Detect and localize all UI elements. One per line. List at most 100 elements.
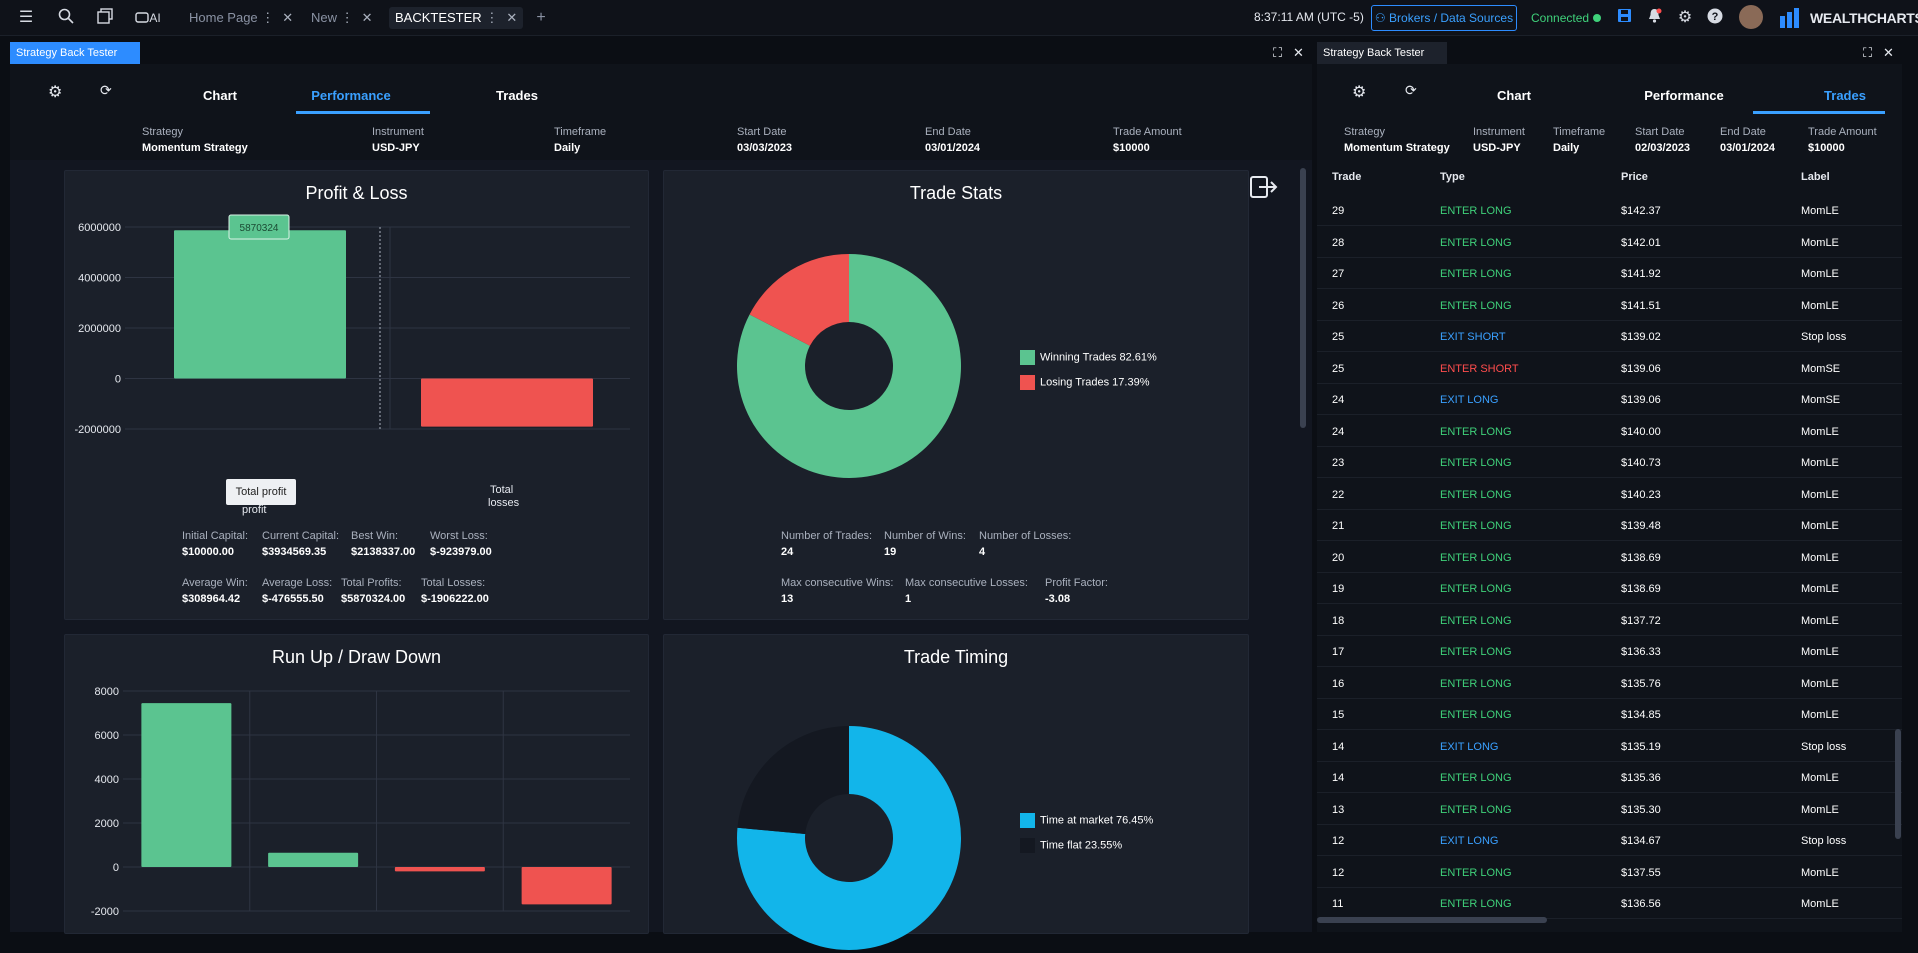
help-icon[interactable]: ? xyxy=(1705,8,1725,28)
settings-icon[interactable]: ⚙ xyxy=(1677,9,1693,26)
column-header-type[interactable]: Type xyxy=(1440,171,1465,183)
table-row[interactable]: 20 ENTER LONG $138.69 MomLE xyxy=(1317,542,1902,573)
table-row[interactable]: 25 ENTER SHORT $139.06 MomSE xyxy=(1317,353,1902,384)
trade-type: ENTER LONG xyxy=(1440,614,1512,627)
table-row[interactable]: 17 ENTER LONG $136.33 MomLE xyxy=(1317,636,1902,667)
close-icon[interactable]: ✕ xyxy=(1293,45,1304,60)
more-icon[interactable]: ⋮ xyxy=(340,10,354,25)
tab-home-page[interactable]: Home Page ⋮ ✕ xyxy=(189,7,293,29)
table-row[interactable]: 21 ENTER LONG $139.48 MomLE xyxy=(1317,510,1902,541)
meta-value: USD-JPY xyxy=(1473,142,1521,154)
pie-slice-time-flat xyxy=(737,726,849,834)
stat-label: Current Capital: xyxy=(262,530,340,542)
maximize-icon[interactable]: ⛶ xyxy=(1863,45,1873,60)
meta-value: Momentum Strategy xyxy=(142,142,248,154)
table-row[interactable]: 25 EXIT SHORT $139.02 Stop loss xyxy=(1317,321,1902,352)
table-row[interactable]: 13 ENTER LONG $135.30 MomLE xyxy=(1317,794,1902,825)
bell-icon[interactable] xyxy=(1644,8,1664,28)
card-title: Trade Timing xyxy=(903,647,1009,667)
column-header-label[interactable]: Label xyxy=(1801,171,1830,183)
settings-icon[interactable]: ⚙ xyxy=(1352,84,1367,101)
vertical-scrollbar[interactable] xyxy=(1300,168,1306,428)
tab-backtester[interactable]: BACKTESTER ⋮ ✕ xyxy=(389,7,524,29)
search-icon[interactable] xyxy=(56,8,76,28)
table-row[interactable]: 18 ENTER LONG $137.72 MomLE xyxy=(1317,605,1902,636)
meta-start-date: Start Date 03/03/2023 xyxy=(737,126,792,154)
panel-title[interactable]: Strategy Back Tester xyxy=(10,42,140,64)
close-icon[interactable]: ✕ xyxy=(282,10,294,25)
table-row[interactable]: 15 ENTER LONG $134.85 MomLE xyxy=(1317,699,1902,730)
trade-price: $139.06 xyxy=(1621,362,1661,375)
table-row[interactable]: 28 ENTER LONG $142.01 MomLE xyxy=(1317,227,1902,258)
table-row[interactable]: 14 EXIT LONG $135.19 Stop loss xyxy=(1317,731,1902,762)
trade-number: 12 xyxy=(1332,835,1345,847)
meta-label: Instrument xyxy=(1473,126,1525,138)
tab-chart[interactable]: Chart xyxy=(1497,88,1531,103)
stat-number-of-losses: Number of Losses: 4 xyxy=(979,530,1071,558)
y-tick-label: -2000000 xyxy=(75,424,122,436)
stat-value: $10000.00 xyxy=(182,546,234,558)
legend-pct: 76.45% xyxy=(1116,814,1154,827)
tab-new[interactable]: New ⋮ ✕ xyxy=(311,7,373,29)
legend-item-winning[interactable]: Winning Trades 82.61% xyxy=(1020,350,1157,365)
ai-assistant-icon[interactable]: AI xyxy=(133,8,163,28)
table-row[interactable]: 19 ENTER LONG $138.69 MomLE xyxy=(1317,573,1902,604)
table-row[interactable]: 27 ENTER LONG $141.92 MomLE xyxy=(1317,258,1902,289)
panel-title[interactable]: Strategy Back Tester xyxy=(1317,42,1447,64)
y-tick-label: 0 xyxy=(113,862,119,874)
stat-label: Total Profits: xyxy=(341,577,402,589)
more-icon[interactable]: ⋮ xyxy=(485,10,499,25)
vertical-scrollbar[interactable] xyxy=(1895,729,1901,839)
save-icon[interactable] xyxy=(1614,8,1634,28)
table-row[interactable]: 26 ENTER LONG $141.51 MomLE xyxy=(1317,290,1902,321)
more-icon[interactable]: ⋮ xyxy=(261,10,275,25)
stat-label: Max consecutive Losses: xyxy=(905,577,1028,589)
stat-label: Number of Losses: xyxy=(979,530,1072,542)
brand-name: WEALTHCHARTS xyxy=(1810,10,1918,26)
table-row[interactable]: 29 ENTER LONG $142.37 MomLE xyxy=(1317,195,1902,226)
column-header-price[interactable]: Price xyxy=(1621,171,1648,183)
trade-type: ENTER SHORT xyxy=(1440,362,1519,375)
tab-performance[interactable]: Performance xyxy=(311,88,391,103)
settings-icon[interactable]: ⚙ xyxy=(48,84,63,101)
legend-item-time-at-market[interactable]: Time at market 76.45% xyxy=(1020,813,1153,828)
tab-trades[interactable]: Trades xyxy=(1824,88,1866,103)
close-icon[interactable]: ✕ xyxy=(361,10,373,25)
tab-performance[interactable]: Performance xyxy=(1644,88,1724,103)
stat-label: Worst Loss: xyxy=(430,530,488,542)
table-row[interactable]: 12 ENTER LONG $137.55 MomLE xyxy=(1317,857,1902,888)
add-tab-icon[interactable]: + xyxy=(536,9,546,26)
meta-trade-amount: Trade Amount $10000 xyxy=(1113,126,1182,154)
table-row[interactable]: 11 ENTER LONG $136.56 MomLE xyxy=(1317,888,1902,919)
table-row[interactable]: 24 EXIT LONG $139.06 MomSE xyxy=(1317,384,1902,415)
export-icon[interactable] xyxy=(1250,176,1278,203)
tab-chart[interactable]: Chart xyxy=(203,88,237,103)
timezone[interactable]: (UTC -5) xyxy=(1317,10,1364,24)
brokers-button[interactable]: ⚇ Brokers / Data Sources xyxy=(1371,5,1517,31)
close-icon[interactable]: ✕ xyxy=(1883,45,1894,60)
legend-item-losing[interactable]: Losing Trades 17.39% xyxy=(1020,375,1149,390)
close-icon[interactable]: ✕ xyxy=(506,10,518,25)
meta-value: $10000 xyxy=(1808,142,1845,154)
performance-content: Profit & Loss 6000000 4000000 2000000 0 -200… xyxy=(10,160,1312,950)
clock-time: 8:37:11 AM xyxy=(1254,10,1314,24)
column-header-trade[interactable]: Trade xyxy=(1332,171,1362,183)
horizontal-scrollbar[interactable] xyxy=(1317,917,1547,923)
table-row[interactable]: 24 ENTER LONG $140.00 MomLE xyxy=(1317,416,1902,447)
avatar[interactable] xyxy=(1739,5,1763,29)
refresh-icon[interactable]: ⟳ xyxy=(1405,82,1417,98)
tab-trades[interactable]: Trades xyxy=(496,88,538,103)
maximize-icon[interactable]: ⛶ xyxy=(1273,45,1283,60)
meta-end-date: End Date 03/01/2024 xyxy=(1720,126,1775,154)
legend-item-time-flat[interactable]: Time flat 23.55% xyxy=(1020,838,1122,853)
profit-loss-chart: 6000000 4000000 2000000 0 -2000000 5870324 xyxy=(75,214,630,436)
layers-icon[interactable] xyxy=(95,8,115,28)
table-row[interactable]: 14 ENTER LONG $135.36 MomLE xyxy=(1317,762,1902,793)
table-row[interactable]: 22 ENTER LONG $140.23 MomLE xyxy=(1317,479,1902,510)
table-row[interactable]: 23 ENTER LONG $140.73 MomLE xyxy=(1317,447,1902,478)
table-row[interactable]: 12 EXIT LONG $134.67 Stop loss xyxy=(1317,825,1902,856)
menu-icon[interactable]: ☰ xyxy=(18,9,34,26)
refresh-icon[interactable]: ⟳ xyxy=(100,82,112,98)
table-row[interactable]: 16 ENTER LONG $135.76 MomLE xyxy=(1317,668,1902,699)
meta-instrument: Instrument USD-JPY xyxy=(372,126,424,154)
